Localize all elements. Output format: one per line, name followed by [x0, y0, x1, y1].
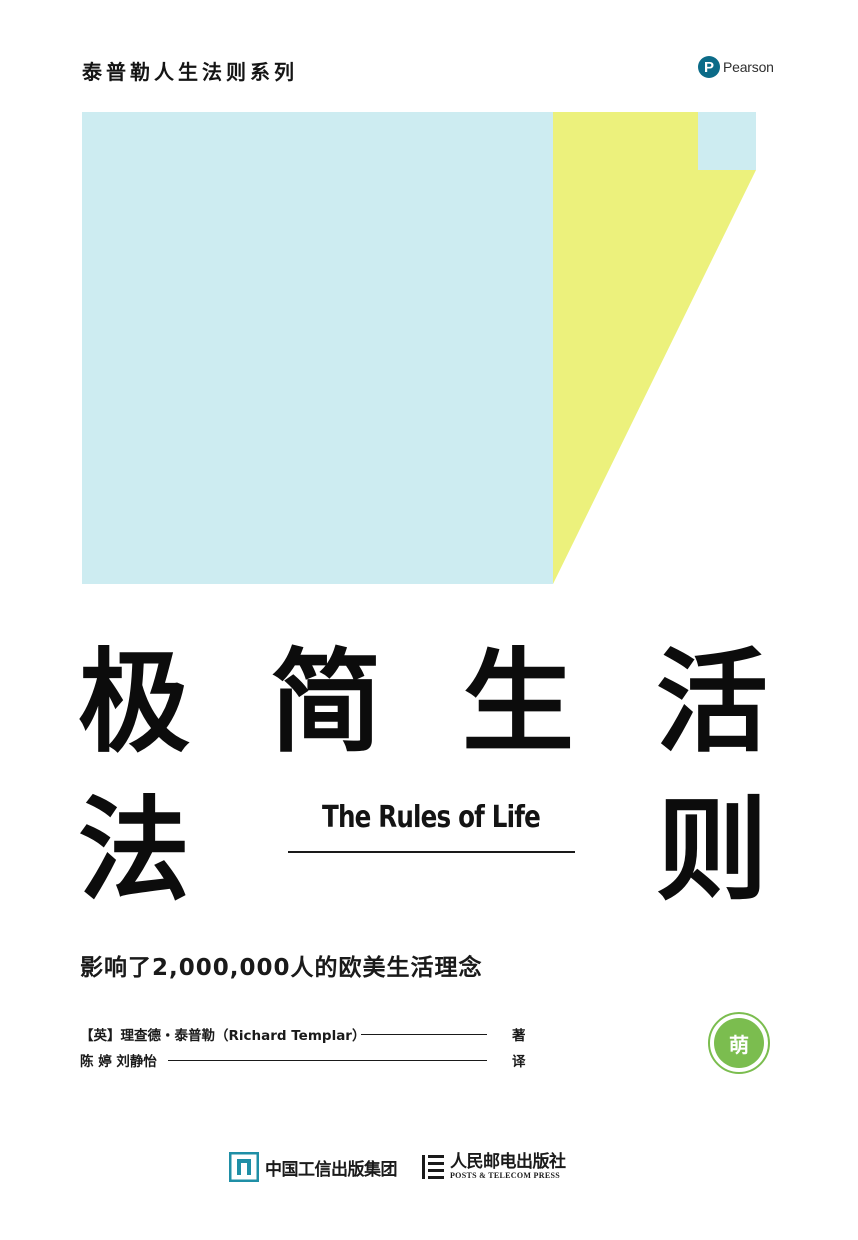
author-credit-rule [361, 1034, 487, 1035]
translator-role: 译 [512, 1054, 526, 1070]
green-seal-badge: 萌 [708, 1012, 770, 1074]
author-role: 著 [512, 1028, 526, 1044]
publisher-group-icon [229, 1152, 259, 1182]
press-name: 人民邮电出版社 [450, 1152, 566, 1172]
artwork-blue-rect [82, 112, 553, 584]
translator-credit: 陈 婷 刘静怡 [80, 1054, 157, 1070]
title-char-6: 则 [656, 786, 768, 916]
title-char-5: 法 [78, 786, 190, 916]
publisher-group-name: 中国工信出版集团 [265, 1159, 398, 1180]
artwork-blue-corner [698, 112, 756, 170]
author-credit: 【英】理查德・泰普勒（Richard Templar） [80, 1028, 366, 1044]
press-logo: 人民邮电出版社 POSTS & TELECOM PRESS [420, 1152, 566, 1182]
press-name-english: POSTS & TELECOM PRESS [450, 1171, 560, 1180]
pearson-logo-icon: P [698, 56, 720, 78]
artwork-yellow-shape [553, 112, 756, 584]
pearson-logo: P Pearson [698, 55, 774, 79]
english-title: The Rules of Life [321, 800, 541, 835]
badge-glyph: 萌 [714, 1018, 764, 1068]
title-char-2: 简 [270, 638, 382, 768]
tagline: 影响了2,000,000人的欧美生活理念 [80, 955, 483, 981]
publisher-group-logo: 中国工信出版集团 [229, 1152, 398, 1182]
press-icon [422, 1155, 444, 1179]
series-title: 泰普勒人生法则系列 [82, 60, 298, 84]
title-char-3: 生 [462, 638, 574, 768]
pearson-logo-text: Pearson [723, 59, 774, 75]
translator-credit-rule [168, 1060, 487, 1061]
english-title-underline [288, 851, 575, 853]
title-char-4: 活 [656, 638, 768, 768]
cover-artwork [82, 112, 756, 584]
title-char-1: 极 [78, 638, 190, 768]
